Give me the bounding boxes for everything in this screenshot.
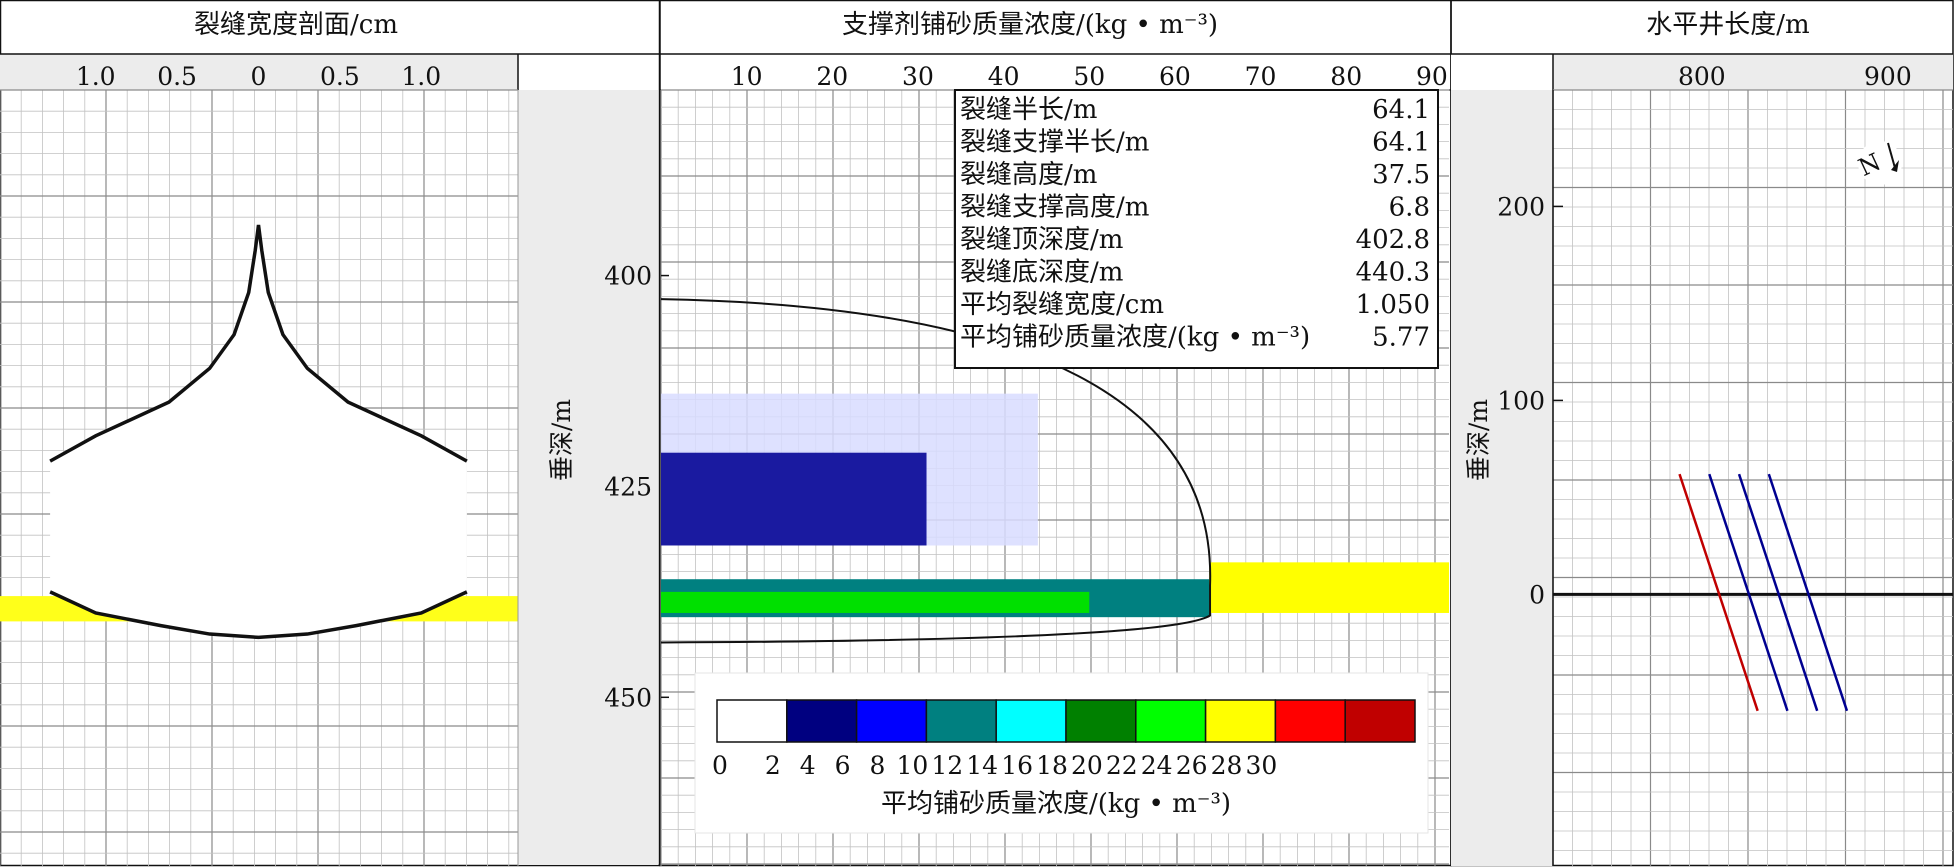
concentration-zone-navy <box>661 452 927 546</box>
panel1-plot: 1.0 0.5 0 0.5 1.0 <box>0 53 659 866</box>
colorbar-swatch <box>786 699 858 743</box>
fracture-line-3 <box>1767 473 1849 712</box>
colorbar-swatch <box>716 699 788 743</box>
colorbar-tick-label: 28 <box>1211 751 1243 780</box>
panel1-x-tick-label: 1.0 <box>76 62 116 91</box>
compass-arrow <box>1887 142 1896 169</box>
panel-fracture-width: 裂缝宽度剖面/cm 1.0 0.5 0 0.5 1.0 <box>0 0 661 867</box>
fracture-profile-fill <box>50 224 467 638</box>
panel2-x-tick-label: 10 <box>731 62 763 91</box>
info-table-label: 裂缝半长/m <box>960 95 1097 125</box>
panel1-right-gutter-head <box>518 54 658 90</box>
colorbar-tick-label: 2 <box>765 751 781 780</box>
panel1-x-tick-label: 0.5 <box>157 62 197 91</box>
panel2-x-tick-label: 70 <box>1245 62 1277 91</box>
colorbar-tick-label: 22 <box>1106 751 1138 780</box>
concentration-zone-green <box>661 591 1090 613</box>
info-table-value: 64.1 <box>1372 128 1430 158</box>
panel3-y-tick-label: 0 <box>1529 580 1545 609</box>
panel2-x-tick-label: 40 <box>988 62 1020 91</box>
colorbar-swatch <box>925 699 997 743</box>
panel1-title: 裂缝宽度剖面/cm <box>194 10 398 40</box>
panel1-right-gutter <box>518 54 658 865</box>
colorbar-tick-label: 30 <box>1245 751 1277 780</box>
panel3-x-tick-label: 900 <box>1864 62 1912 91</box>
info-table-value: 64.1 <box>1372 95 1430 125</box>
panel3-y-axis-label: 垂深/m <box>1464 399 1493 481</box>
colorbar-tick-label: 14 <box>966 751 998 780</box>
fracture-line-2 <box>1737 473 1819 712</box>
colorbar-label: 平均铺砂质量浓度/(kg • m⁻³) <box>881 789 1231 819</box>
info-table-value: 37.5 <box>1372 160 1430 190</box>
colorbar-tick-label: 6 <box>835 751 851 780</box>
fracture-outline <box>660 298 1212 644</box>
colorbar-tick-label: 12 <box>931 751 963 780</box>
panel2-y-tick-label: 400 <box>604 262 652 291</box>
panel2-x-tick-label: 90 <box>1416 62 1448 91</box>
colorbar-tick-label: 10 <box>896 751 928 780</box>
panel2-y-axis-label: 垂深/m <box>547 399 576 481</box>
colorbar-tick-label: 0 <box>712 751 728 780</box>
info-table-label: 平均铺砂质量浓度/(kg • m⁻³) <box>960 323 1310 353</box>
panel2-y-tick-label: 425 <box>604 472 652 501</box>
panel-horizontal-well: 水平井长度/m 800 900 200 100 0 垂深/m N <box>1450 0 1954 867</box>
colorbar-swatch <box>1204 699 1277 743</box>
colorbar-tick-label: 26 <box>1176 751 1208 780</box>
info-table-label: 裂缝高度/m <box>960 160 1097 190</box>
concentration-zone-yellow-strip <box>1209 562 1449 613</box>
panel2-x-tick-label: 50 <box>1073 62 1105 91</box>
panel3-plot: 800 900 200 100 0 垂深/m N <box>1451 53 1953 866</box>
fracture-line-1 <box>1708 473 1789 712</box>
colorbar-swatch <box>1065 699 1137 743</box>
panel3-y-tick-label: 200 <box>1497 192 1545 221</box>
colorbar-swatch <box>1344 699 1416 743</box>
panel-proppant-concentration: 支撑剂铺砂质量浓度/(kg • m⁻³) 10 20 30 40 50 60 70 80 904… <box>547 0 1452 867</box>
info-table: 裂缝半长/m 64.1 裂缝支撑半长/m 64.1 裂缝高度/m 37.5 裂缝支撑高度/m… <box>954 89 1439 369</box>
colorbar-swatch <box>1135 699 1207 743</box>
info-table-box <box>954 89 1439 369</box>
info-table-label: 裂缝顶深度/m <box>960 225 1123 255</box>
compass-arrowhead <box>1891 160 1899 172</box>
colorbar-swatch <box>855 699 928 743</box>
colorbar-swatch <box>995 699 1067 743</box>
panel2-x-tick-label: 80 <box>1330 62 1362 91</box>
panel3-left-gutter <box>1451 90 1553 866</box>
panel2-x-tick-label: 30 <box>902 62 934 91</box>
panel1-x-tick-label: 1.0 <box>401 62 441 91</box>
panel2-x-tick-label: 20 <box>816 62 848 91</box>
info-table-value: 1.050 <box>1356 290 1430 320</box>
info-table-value: 402.8 <box>1356 225 1430 255</box>
panel3-y-tick-label: 100 <box>1497 386 1545 415</box>
panel3-x-tick-label: 800 <box>1678 62 1726 91</box>
fracture-profile-upper <box>49 224 468 463</box>
info-table-label: 裂缝支撑高度/m <box>960 193 1149 223</box>
info-table-label: 平均裂缝宽度/cm <box>960 290 1164 320</box>
colorbar-tick-label: 20 <box>1071 751 1103 780</box>
colorbar-swatch <box>1274 699 1346 743</box>
info-table-value: 5.77 <box>1372 323 1430 353</box>
panel2-x-tick-label: 60 <box>1159 62 1191 91</box>
panel1-tick-band <box>0 54 518 90</box>
fracture-line-0 <box>1678 473 1759 712</box>
info-table-label: 裂缝支撑半长/m <box>960 128 1149 158</box>
compass-icon: N <box>1854 141 1902 185</box>
panel3-title: 水平井长度/m <box>1646 10 1809 40</box>
colorbar-legend: 0 2 4 6 8 10 12 14 16 18 20 22 24 26 28 30平均铺砂质量浓度/(kg … <box>694 672 1429 834</box>
panel1-x-tick-label: 0 <box>251 62 267 91</box>
panel1-x-tick-label: 0.5 <box>320 62 360 91</box>
colorbar-tick-label: 18 <box>1036 751 1068 780</box>
panel2-title: 支撑剂铺砂质量浓度/(kg • m⁻³) <box>842 10 1218 40</box>
info-table-label: 裂缝底深度/m <box>960 258 1123 288</box>
colorbar-tick-label: 24 <box>1141 751 1173 780</box>
panel3-left-gutter-head <box>1451 54 1553 90</box>
colorbar-tick-label: 16 <box>1001 751 1033 780</box>
panel2-y-tick-label: 450 <box>604 683 652 712</box>
info-table-value: 440.3 <box>1356 258 1430 288</box>
info-table-value: 6.8 <box>1389 193 1430 223</box>
colorbar-tick-label: 4 <box>800 751 816 780</box>
colorbar-tick-label: 8 <box>870 751 886 780</box>
fracture-profile-lower <box>49 590 468 640</box>
